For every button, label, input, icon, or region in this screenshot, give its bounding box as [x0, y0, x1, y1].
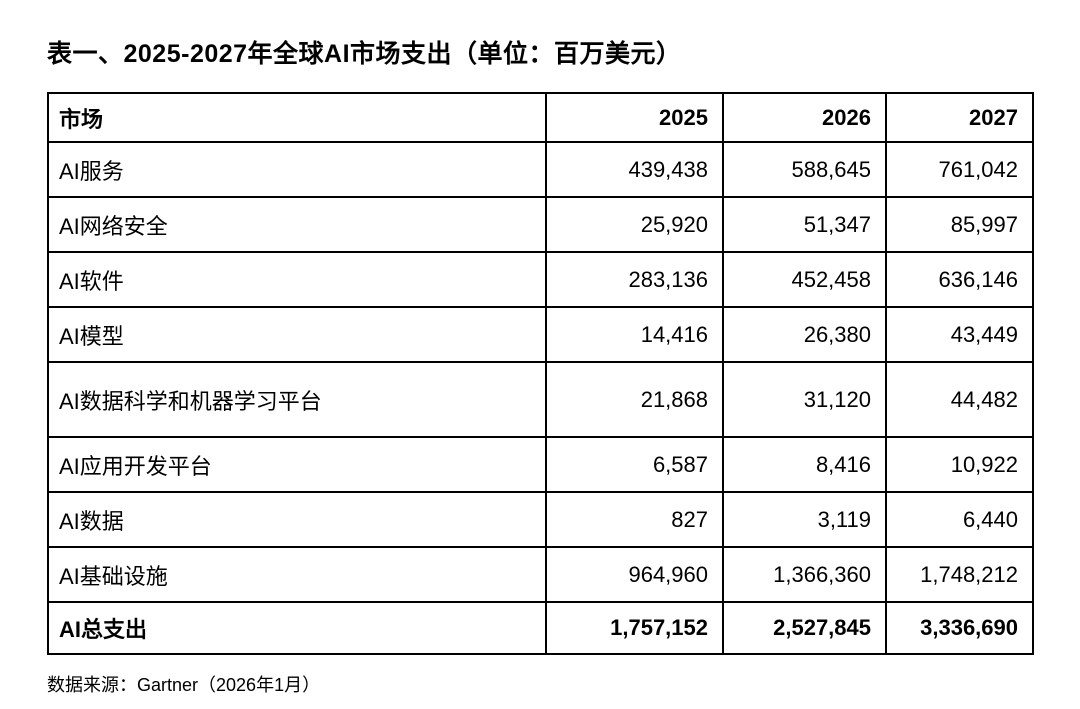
- cell-value: 51,347: [722, 196, 887, 253]
- row-label: AI数据科学和机器学习平台: [47, 361, 547, 438]
- table-row: AI软件 283,136 452,458 636,146: [47, 251, 1034, 308]
- row-label: AI模型: [47, 306, 547, 363]
- total-cell-value: 2,527,845: [722, 601, 887, 655]
- total-row: AI总支出 1,757,152 2,527,845 3,336,690: [47, 601, 1034, 655]
- row-label: AI基础设施: [47, 546, 547, 603]
- cell-value: 588,645: [722, 141, 887, 198]
- cell-value: 21,868: [545, 361, 724, 438]
- column-header-2027: 2027: [885, 92, 1034, 143]
- row-label: AI服务: [47, 141, 547, 198]
- cell-value: 3,119: [722, 491, 887, 548]
- cell-value: 31,120: [722, 361, 887, 438]
- cell-value: 827: [545, 491, 724, 548]
- column-header-2026: 2026: [722, 92, 887, 143]
- column-header-2025: 2025: [545, 92, 724, 143]
- cell-value: 8,416: [722, 436, 887, 493]
- table-title: 表一、2025-2027年全球AI市场支出（单位：百万美元）: [47, 40, 682, 68]
- total-cell-value: 3,336,690: [885, 601, 1034, 655]
- ai-spending-table: 市场 2025 2026 2027 AI服务 439,438 588,645 7…: [47, 92, 1034, 655]
- cell-value: 452,458: [722, 251, 887, 308]
- row-label: AI网络安全: [47, 196, 547, 253]
- cell-value: 43,449: [885, 306, 1034, 363]
- cell-value: 25,920: [545, 196, 724, 253]
- table-body: AI服务 439,438 588,645 761,042 AI网络安全 25,9…: [47, 141, 1034, 655]
- total-row-label: AI总支出: [47, 601, 547, 655]
- table-row: AI模型 14,416 26,380 43,449: [47, 306, 1034, 363]
- cell-value: 1,748,212: [885, 546, 1034, 603]
- cell-value: 85,997: [885, 196, 1034, 253]
- cell-value: 636,146: [885, 251, 1034, 308]
- header-row: 市场 2025 2026 2027: [47, 92, 1034, 143]
- table-row: AI数据 827 3,119 6,440: [47, 491, 1034, 548]
- cell-value: 6,440: [885, 491, 1034, 548]
- cell-value: 761,042: [885, 141, 1034, 198]
- table-row: AI网络安全 25,920 51,347 85,997: [47, 196, 1034, 253]
- column-header-market: 市场: [47, 92, 547, 143]
- row-label: AI数据: [47, 491, 547, 548]
- cell-value: 283,136: [545, 251, 724, 308]
- cell-value: 439,438: [545, 141, 724, 198]
- cell-value: 964,960: [545, 546, 724, 603]
- cell-value: 26,380: [722, 306, 887, 363]
- cell-value: 44,482: [885, 361, 1034, 438]
- table-row: AI服务 439,438 588,645 761,042: [47, 141, 1034, 198]
- cell-value: 6,587: [545, 436, 724, 493]
- total-cell-value: 1,757,152: [545, 601, 724, 655]
- cell-value: 14,416: [545, 306, 724, 363]
- row-label: AI应用开发平台: [47, 436, 547, 493]
- table-row: AI应用开发平台 6,587 8,416 10,922: [47, 436, 1034, 493]
- cell-value: 10,922: [885, 436, 1034, 493]
- table-row: AI数据科学和机器学习平台 21,868 31,120 44,482: [47, 361, 1034, 438]
- data-source-note: 数据来源：Gartner（2026年1月）: [47, 675, 321, 695]
- cell-value: 1,366,360: [722, 546, 887, 603]
- table-row: AI基础设施 964,960 1,366,360 1,748,212: [47, 546, 1034, 603]
- row-label: AI软件: [47, 251, 547, 308]
- table-header: 市场 2025 2026 2027: [47, 92, 1034, 143]
